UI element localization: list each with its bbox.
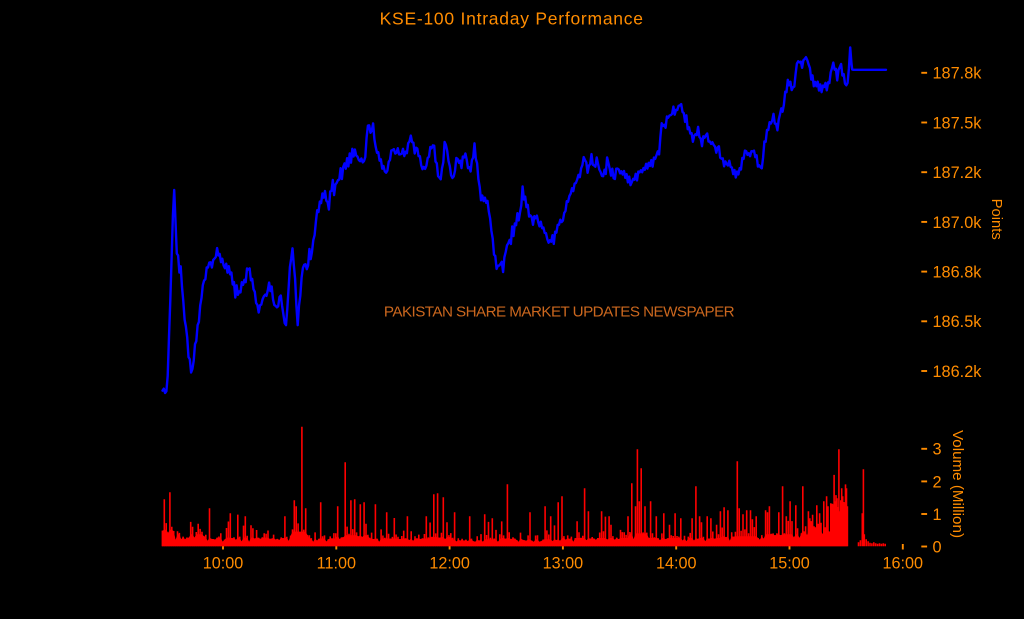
svg-text:13:00: 13:00 [543,555,584,573]
svg-text:KSE-100 Intraday Performance: KSE-100 Intraday Performance [380,9,644,29]
svg-text:2: 2 [933,473,942,491]
svg-text:187.2k: 187.2k [933,164,983,182]
svg-text:Volume (Million): Volume (Million) [949,430,966,538]
svg-text:3: 3 [933,441,942,459]
svg-text:186.2k: 186.2k [933,363,983,381]
svg-text:0: 0 [933,538,942,556]
svg-text:186.5k: 186.5k [933,313,983,331]
svg-text:187.0k: 187.0k [933,214,983,232]
svg-text:186.8k: 186.8k [933,264,983,282]
svg-text:Points: Points [988,199,1004,240]
svg-text:14:00: 14:00 [656,555,697,573]
svg-text:12:00: 12:00 [429,555,470,573]
svg-text:15:00: 15:00 [769,555,810,573]
svg-text:187.5k: 187.5k [933,114,983,132]
svg-text:187.8k: 187.8k [933,65,983,83]
svg-text:10:00: 10:00 [203,555,244,573]
svg-text:16:00: 16:00 [883,555,924,573]
svg-text:11:00: 11:00 [317,555,356,573]
svg-text:PAKISTAN SHARE MARKET UPDATES: PAKISTAN SHARE MARKET UPDATES NEWSPAPER [384,304,735,321]
svg-text:1: 1 [933,506,942,524]
